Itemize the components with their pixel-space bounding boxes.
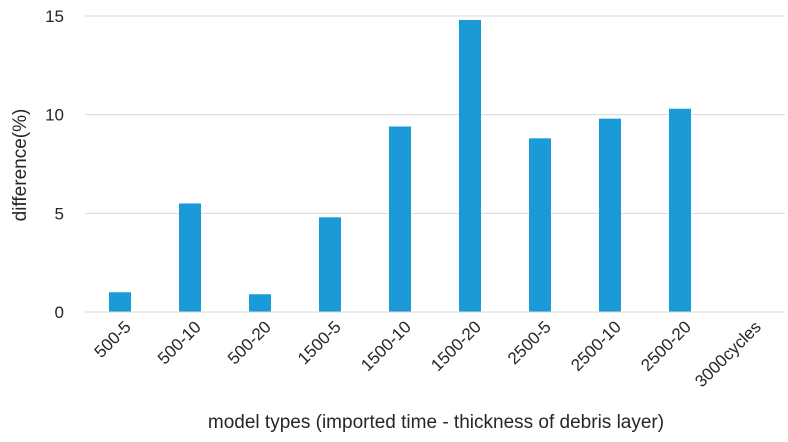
- x-tick-label: 500-5: [91, 317, 135, 361]
- x-tick-label: 1500-20: [427, 317, 485, 375]
- bar-500-10: [179, 203, 201, 312]
- bar-2500-10: [599, 118, 621, 312]
- x-tick-label: 1500-5: [294, 317, 345, 368]
- x-tick-label: 1500-10: [357, 317, 415, 375]
- bar-2500-5: [529, 138, 551, 312]
- y-tick-label: 15: [45, 7, 64, 26]
- y-tick-label: 5: [55, 204, 64, 223]
- bar-2500-20: [669, 108, 691, 312]
- y-tick-label: 10: [45, 106, 64, 125]
- x-tick-label: 2500-10: [567, 317, 625, 375]
- x-tick-label: 2500-5: [504, 317, 555, 368]
- gridlines: [85, 15, 785, 214]
- y-tick-labels: 0 5 10 15: [45, 7, 64, 322]
- y-axis-title: difference(%): [10, 109, 31, 222]
- bar-1500-5: [319, 217, 341, 312]
- x-tick-label: 3000cycles: [691, 317, 765, 391]
- bar-1500-20: [459, 19, 481, 313]
- x-tick-label: 500-20: [224, 317, 275, 368]
- bar-1500-10: [389, 126, 411, 312]
- x-tick-labels: 500-5 500-10 500-20 1500-5 1500-10 1500-20 250…: [91, 317, 765, 391]
- x-axis-title: model types (imported time - thickness o…: [208, 412, 664, 433]
- x-tick-label: 500-10: [154, 317, 205, 368]
- y-tick-label: 0: [55, 303, 64, 322]
- bar-500-5: [109, 292, 131, 312]
- bars: [109, 19, 691, 313]
- x-tick-label: 2500-20: [637, 317, 695, 375]
- bar-500-20: [249, 294, 271, 312]
